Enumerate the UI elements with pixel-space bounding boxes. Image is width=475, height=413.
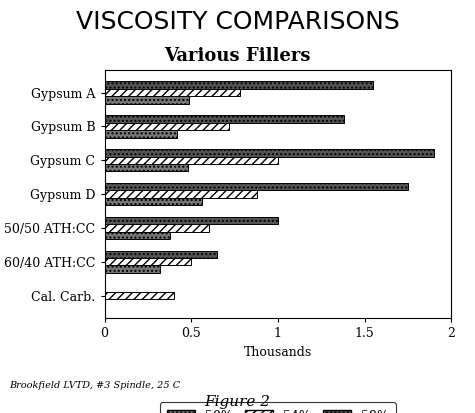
Bar [104,123,229,130]
Bar [104,149,434,157]
Bar [104,183,408,190]
Text: VISCOSITY COMPARISONS: VISCOSITY COMPARISONS [76,10,399,34]
Bar [104,115,344,123]
Bar [104,224,209,232]
Bar [104,292,174,299]
Bar [104,266,160,273]
Text: Figure 2: Figure 2 [205,394,270,408]
Bar [104,81,373,89]
Bar [104,130,177,138]
Bar [104,258,191,266]
X-axis label: Thousands: Thousands [244,346,312,358]
Bar [104,251,217,258]
Bar [104,198,201,205]
Text: Various Fillers: Various Fillers [164,47,311,66]
Text: Brookfield LVTD, #3 Spindle, 25 C: Brookfield LVTD, #3 Spindle, 25 C [10,381,181,390]
Bar [104,232,171,239]
Bar [104,96,190,104]
Bar [104,157,278,164]
Bar [104,89,240,96]
Bar [104,190,257,198]
Bar [104,217,278,224]
Bar [104,164,188,171]
Legend: 50%, 54%, 58%: 50%, 54%, 58% [160,402,396,413]
